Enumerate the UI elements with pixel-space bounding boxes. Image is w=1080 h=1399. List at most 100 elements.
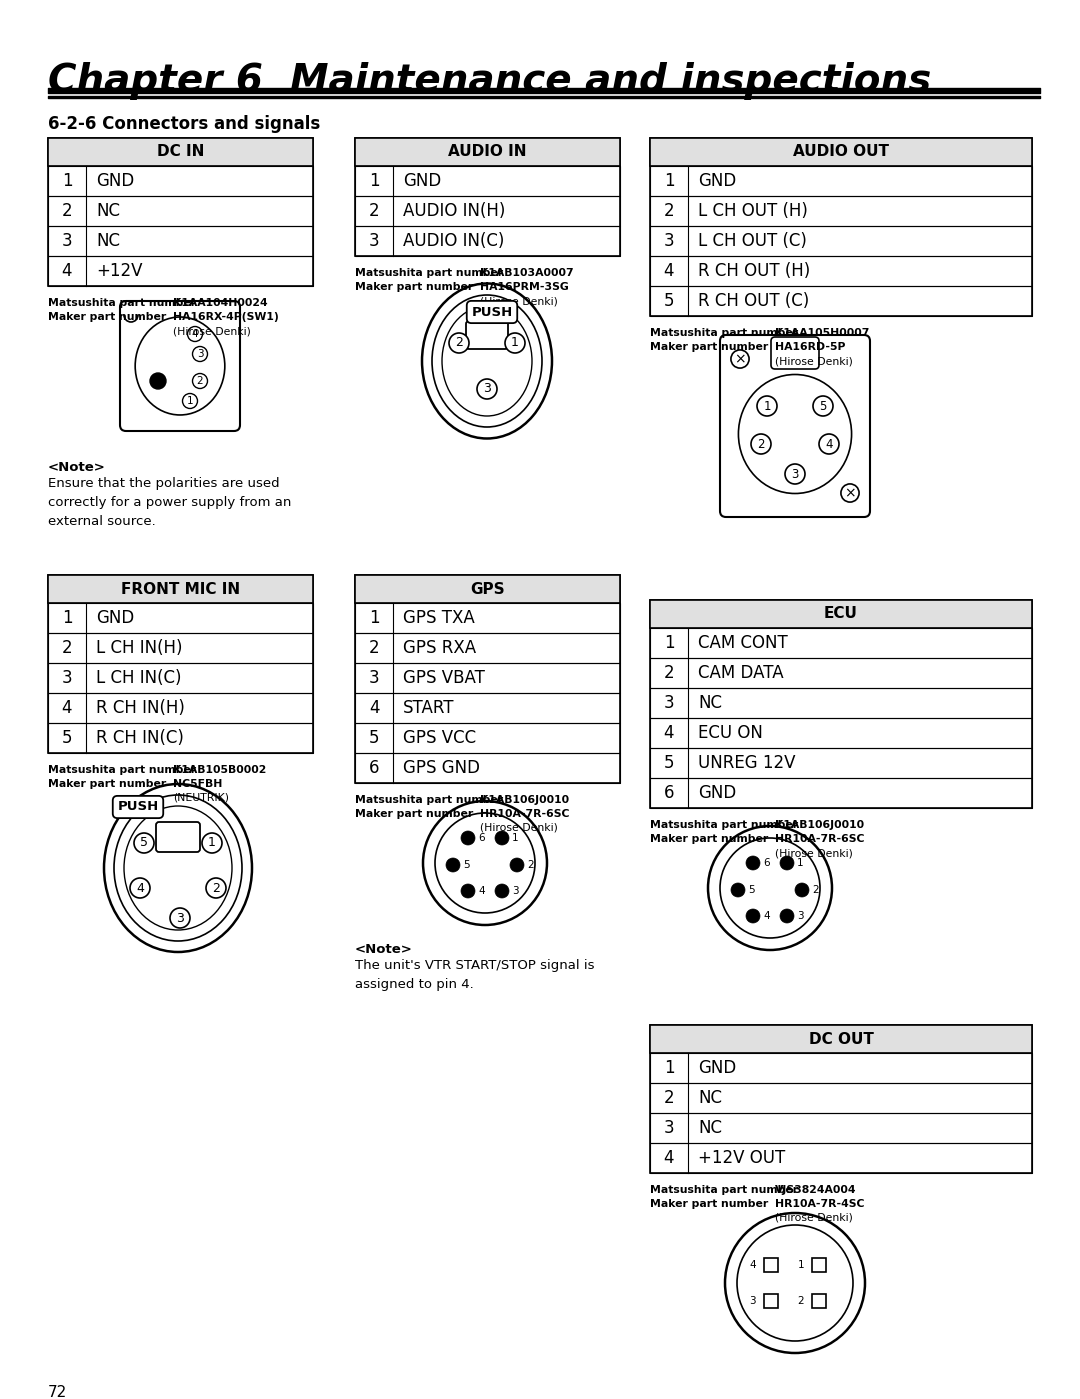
Text: 5: 5	[368, 729, 379, 747]
Bar	[650, 748, 1032, 778]
Text: 2: 2	[368, 639, 379, 658]
Bar	[650, 658, 1032, 688]
Text: AUDIO IN(H): AUDIO IN(H)	[403, 201, 505, 220]
Text: 3: 3	[62, 232, 72, 250]
Text: AUDIO IN(C): AUDIO IN(C)	[403, 232, 504, 250]
Text: 3: 3	[792, 467, 799, 480]
Text: 1: 1	[62, 172, 72, 190]
Text: R CH OUT (H): R CH OUT (H)	[698, 262, 810, 280]
Text: Maker part number: Maker part number	[650, 1199, 768, 1209]
Text: 3: 3	[197, 348, 203, 360]
Text: 2: 2	[62, 201, 72, 220]
Text: L CH IN(C): L CH IN(C)	[96, 669, 181, 687]
Text: NC: NC	[698, 694, 723, 712]
Text: Matsushita part number: Matsushita part number	[650, 1185, 798, 1195]
Text: (Hirose Denki): (Hirose Denki)	[775, 355, 853, 367]
Text: NC5FBH: NC5FBH	[173, 779, 222, 789]
Text: ×: ×	[734, 353, 746, 367]
Bar	[650, 600, 1032, 809]
Text: 5: 5	[463, 860, 470, 870]
Text: DC OUT: DC OUT	[809, 1031, 874, 1046]
Bar	[650, 139, 1032, 316]
Text: Matsushita part number: Matsushita part number	[355, 269, 503, 278]
Bar	[48, 632, 313, 663]
Bar	[764, 1294, 778, 1308]
Text: 5: 5	[664, 754, 674, 772]
Text: L CH OUT (C): L CH OUT (C)	[698, 232, 807, 250]
Text: 5: 5	[62, 729, 72, 747]
Text: 1: 1	[764, 400, 771, 413]
Bar	[48, 575, 313, 603]
Text: Matsushita part number: Matsushita part number	[650, 820, 798, 830]
Text: The unit's VTR START/STOP signal is
assigned to pin 4.: The unit's VTR START/STOP signal is assi…	[355, 958, 594, 990]
Text: 4: 4	[762, 911, 770, 921]
Circle shape	[446, 858, 460, 872]
Bar	[48, 663, 313, 693]
Text: 4: 4	[136, 881, 144, 894]
Text: 3: 3	[664, 1119, 674, 1137]
Bar	[355, 196, 620, 227]
Text: AUDIO OUT: AUDIO OUT	[793, 144, 889, 159]
Bar	[650, 600, 1032, 628]
Text: HA16PRM-3SG: HA16PRM-3SG	[480, 283, 569, 292]
Bar	[650, 139, 1032, 166]
Text: 2: 2	[812, 886, 819, 895]
Text: HR10A-7R-6SC: HR10A-7R-6SC	[775, 834, 864, 844]
Text: (Hirose Denki): (Hirose Denki)	[480, 823, 558, 832]
Text: 3: 3	[368, 669, 379, 687]
Bar	[48, 196, 313, 227]
Circle shape	[510, 858, 524, 872]
Text: 1: 1	[664, 172, 674, 190]
Text: 1: 1	[664, 1059, 674, 1077]
Text: 72: 72	[48, 1385, 67, 1399]
Text: 4: 4	[825, 438, 833, 450]
Bar	[355, 166, 620, 196]
Text: K1AB106J0010: K1AB106J0010	[775, 820, 864, 830]
Text: 1: 1	[62, 609, 72, 627]
Text: 2: 2	[664, 201, 674, 220]
Text: FRONT MIC IN: FRONT MIC IN	[121, 582, 240, 596]
Text: Ensure that the polarities are used
correctly for a power supply from an
externa: Ensure that the polarities are used corr…	[48, 477, 292, 527]
Text: CAM DATA: CAM DATA	[698, 665, 784, 681]
Text: PUSH: PUSH	[118, 800, 159, 813]
Text: K1AB105B0002: K1AB105B0002	[173, 765, 267, 775]
Text: 2: 2	[62, 639, 72, 658]
Circle shape	[461, 884, 475, 898]
Circle shape	[795, 883, 809, 897]
Text: +12V OUT: +12V OUT	[698, 1149, 785, 1167]
Text: UNREG 12V: UNREG 12V	[698, 754, 796, 772]
Bar	[355, 663, 620, 693]
Text: Maker part number: Maker part number	[48, 312, 166, 322]
Text: GPS: GPS	[470, 582, 504, 596]
Text: 3: 3	[664, 694, 674, 712]
Text: NC: NC	[698, 1119, 723, 1137]
Text: K1AA105H0007: K1AA105H0007	[775, 327, 869, 339]
Bar	[650, 196, 1032, 227]
Bar	[650, 1143, 1032, 1172]
Circle shape	[746, 909, 760, 923]
Circle shape	[449, 333, 469, 353]
Text: 3: 3	[797, 911, 804, 921]
Text: CAM CONT: CAM CONT	[698, 634, 787, 652]
Text: HR10A-7R-4SC: HR10A-7R-4SC	[775, 1199, 864, 1209]
Text: 2: 2	[527, 860, 534, 870]
Text: 2: 2	[455, 337, 463, 350]
Text: L CH IN(H): L CH IN(H)	[96, 639, 183, 658]
Text: GND: GND	[698, 1059, 737, 1077]
Text: 3: 3	[664, 232, 674, 250]
Bar	[48, 139, 313, 285]
Bar	[48, 723, 313, 753]
Text: 1: 1	[187, 396, 193, 406]
Text: Chapter 6  Maintenance and inspections: Chapter 6 Maintenance and inspections	[48, 62, 931, 99]
Text: NC: NC	[698, 1088, 723, 1107]
Text: GND: GND	[403, 172, 442, 190]
Bar	[812, 1258, 826, 1272]
Text: 3: 3	[62, 669, 72, 687]
Text: AUDIO IN: AUDIO IN	[448, 144, 527, 159]
Text: 1: 1	[511, 337, 518, 350]
Text: ECU ON: ECU ON	[698, 725, 762, 741]
Text: ×: ×	[845, 485, 855, 499]
Circle shape	[130, 879, 150, 898]
Text: <Note>: <Note>	[48, 462, 106, 474]
Text: GND: GND	[96, 172, 134, 190]
